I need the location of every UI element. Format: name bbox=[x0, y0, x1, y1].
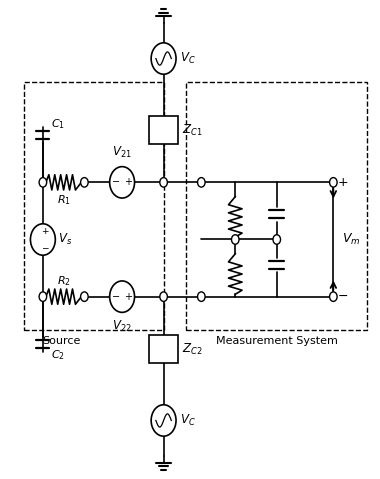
Circle shape bbox=[110, 281, 135, 312]
Bar bbox=[149, 116, 178, 144]
Circle shape bbox=[198, 292, 205, 301]
Circle shape bbox=[160, 292, 167, 301]
Text: $R_1$: $R_1$ bbox=[57, 193, 71, 206]
Text: $V_{22}$: $V_{22}$ bbox=[112, 319, 132, 334]
Circle shape bbox=[231, 235, 239, 244]
Text: −: − bbox=[112, 292, 120, 302]
Text: $C_1$: $C_1$ bbox=[51, 117, 65, 131]
Circle shape bbox=[81, 178, 88, 187]
Text: $C_2$: $C_2$ bbox=[51, 348, 65, 362]
Text: $R_2$: $R_2$ bbox=[57, 274, 71, 288]
Circle shape bbox=[329, 178, 337, 187]
Bar bbox=[149, 335, 178, 363]
Text: Measurement System: Measurement System bbox=[216, 336, 338, 346]
Text: −: − bbox=[41, 243, 49, 252]
Text: $Z_{C2}$: $Z_{C2}$ bbox=[182, 342, 202, 356]
Text: +: + bbox=[338, 176, 348, 189]
Circle shape bbox=[151, 405, 176, 436]
Circle shape bbox=[81, 292, 88, 301]
Text: $V_C$: $V_C$ bbox=[180, 51, 196, 66]
Text: +: + bbox=[124, 292, 132, 302]
Circle shape bbox=[273, 235, 280, 244]
Circle shape bbox=[110, 167, 135, 198]
Circle shape bbox=[329, 292, 337, 301]
Circle shape bbox=[30, 224, 55, 255]
Text: $V_s$: $V_s$ bbox=[58, 232, 72, 247]
Circle shape bbox=[39, 178, 47, 187]
Text: +: + bbox=[41, 227, 49, 236]
Text: $V_m$: $V_m$ bbox=[342, 232, 360, 247]
Circle shape bbox=[39, 292, 47, 301]
Text: Source: Source bbox=[43, 336, 81, 346]
Circle shape bbox=[160, 178, 167, 187]
Circle shape bbox=[198, 178, 205, 187]
Text: +: + bbox=[124, 177, 132, 187]
Text: $Z_{C1}$: $Z_{C1}$ bbox=[182, 123, 202, 137]
Text: −: − bbox=[112, 177, 120, 187]
Circle shape bbox=[151, 43, 176, 74]
Text: −: − bbox=[338, 290, 348, 303]
Text: $V_{21}$: $V_{21}$ bbox=[112, 145, 132, 160]
Text: $V_C$: $V_C$ bbox=[180, 413, 196, 428]
